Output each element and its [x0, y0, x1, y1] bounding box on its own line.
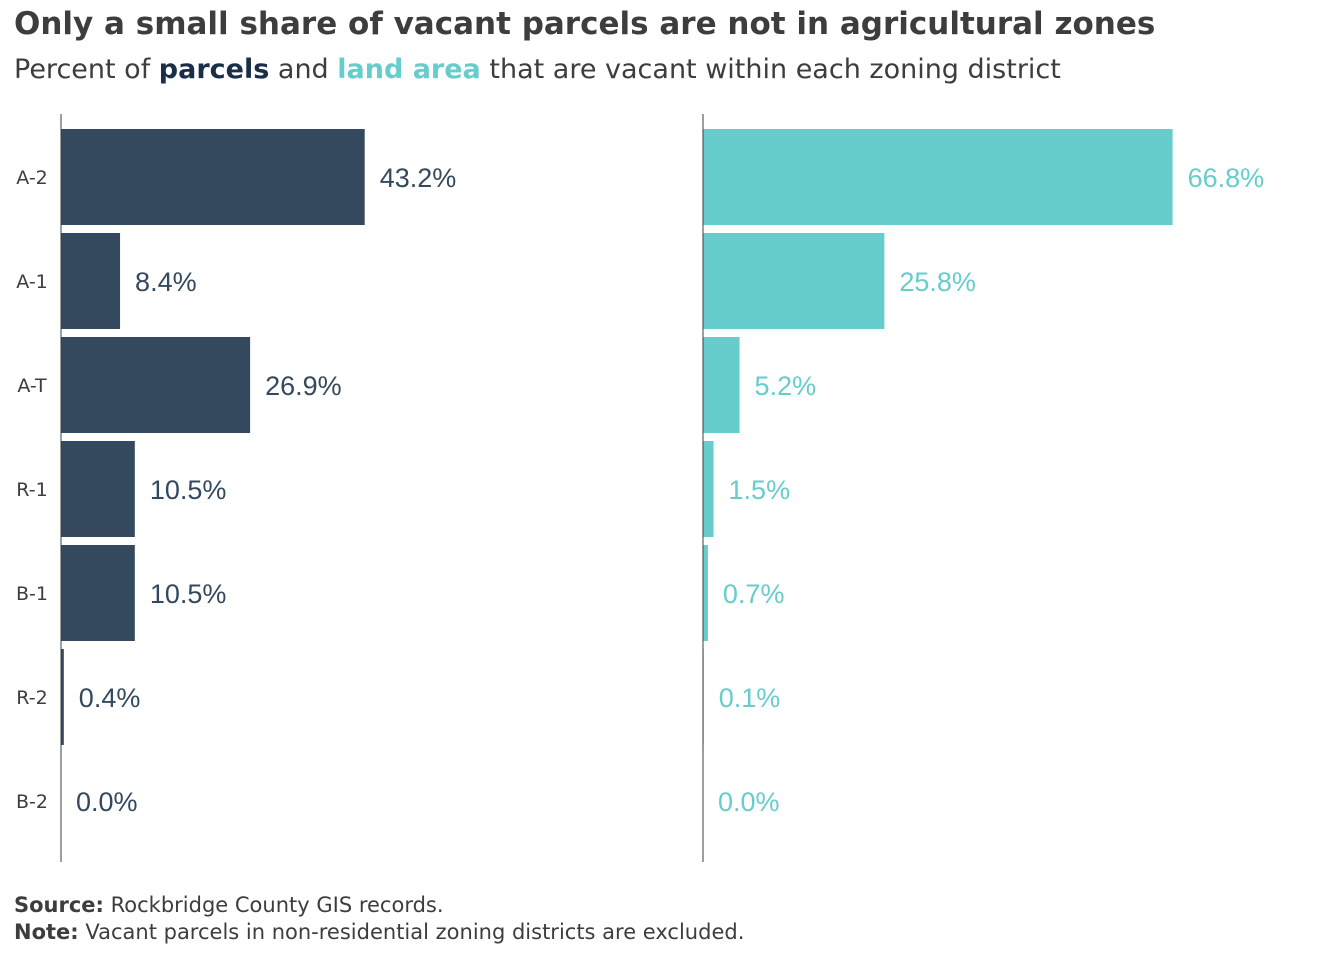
- bar-parcels: [61, 545, 135, 641]
- data-label-land-area: 0.7%: [723, 579, 785, 609]
- data-label-parcels: 10.5%: [150, 475, 227, 505]
- data-label-parcels: 43.2%: [380, 163, 457, 193]
- note-line: Note: Vacant parcels in non-residential …: [14, 919, 744, 946]
- chart-title: Only a small share of vacant parcels are…: [14, 6, 1156, 42]
- subtitle-land-area-highlight: land area: [337, 54, 481, 85]
- data-label-land-area: 66.8%: [1188, 163, 1265, 193]
- data-label-land-area: 25.8%: [899, 267, 976, 297]
- category-label: A-2: [16, 167, 48, 189]
- bar-parcels: [61, 337, 251, 433]
- subtitle-parcels-highlight: parcels: [158, 54, 270, 85]
- bar-parcels: [61, 129, 365, 225]
- bar-land-area: [703, 441, 714, 537]
- category-label: B-1: [16, 583, 48, 605]
- note-label: Note:: [14, 920, 79, 944]
- bar-land-area: [703, 129, 1173, 225]
- subtitle-suffix: that are vacant within each zoning distr…: [480, 54, 1061, 85]
- bar-land-area: [703, 337, 740, 433]
- data-label-land-area: 1.5%: [729, 475, 791, 505]
- chart-subtitle: Percent of parcels and land area that ar…: [14, 54, 1061, 85]
- bar-parcels: [61, 441, 135, 537]
- data-label-land-area: 5.2%: [755, 371, 817, 401]
- source-label: Source:: [14, 893, 104, 917]
- data-label-land-area: 0.0%: [718, 787, 780, 817]
- subtitle-middle: and: [269, 54, 338, 85]
- source-text: Rockbridge County GIS records.: [110, 893, 444, 917]
- note-text: Vacant parcels in non-residential zoning…: [85, 920, 745, 944]
- category-label: R-2: [16, 687, 47, 709]
- chart-footer: Source: Rockbridge County GIS records. N…: [14, 892, 744, 946]
- bar-parcels: [61, 233, 121, 329]
- source-line: Source: Rockbridge County GIS records.: [14, 892, 744, 919]
- category-label: A-T: [17, 375, 47, 397]
- data-label-parcels: 8.4%: [135, 267, 197, 297]
- category-label: B-2: [16, 791, 48, 813]
- category-label: A-1: [16, 271, 48, 293]
- data-label-parcels: 10.5%: [150, 579, 227, 609]
- bar-land-area: [703, 545, 708, 641]
- data-label-land-area: 0.1%: [719, 683, 781, 713]
- subtitle-prefix: Percent of: [14, 54, 159, 85]
- data-label-parcels: 0.0%: [76, 787, 138, 817]
- data-label-parcels: 26.9%: [265, 371, 342, 401]
- data-label-parcels: 0.4%: [79, 683, 141, 713]
- bar-land-area: [703, 233, 885, 329]
- category-label: R-1: [16, 479, 47, 501]
- bar-chart: A-2 A-1 A-T R-1 B-1 R-2 B-2 43.2% 8.4% 26.9% 10.5%…: [16, 114, 1265, 862]
- bar-parcels: [61, 649, 64, 745]
